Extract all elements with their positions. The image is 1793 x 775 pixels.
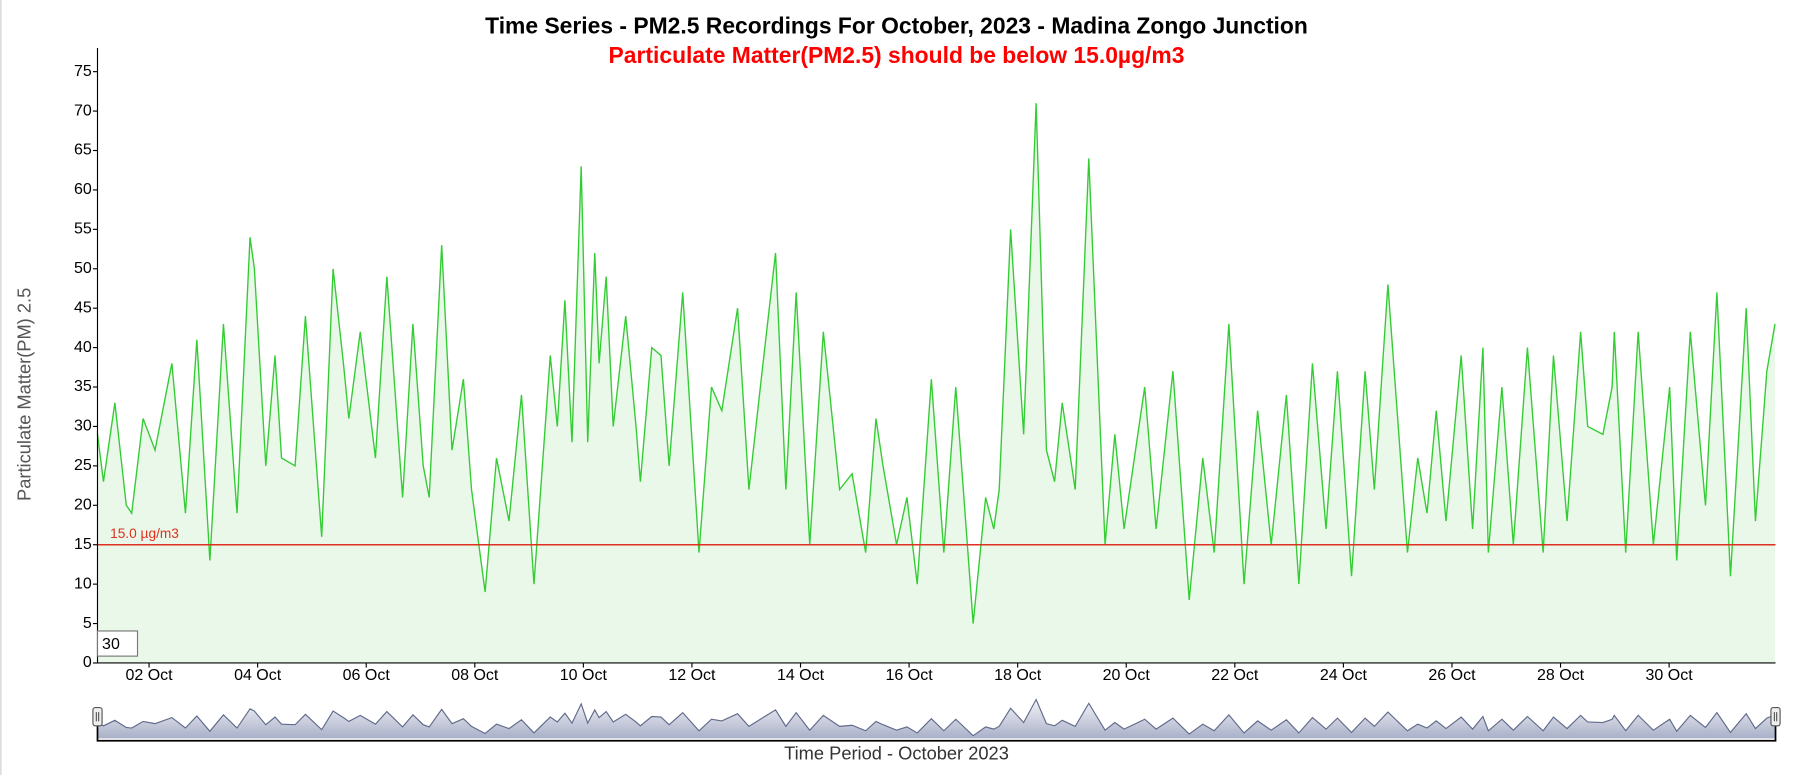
line (96, 103, 1776, 624)
y-tick-label: 75 (74, 63, 92, 80)
x-tick-label: 26 Oct (1428, 667, 1476, 684)
range-handle[interactable] (1770, 706, 1781, 727)
y-tick-label: 30 (74, 418, 92, 435)
y-tick-label: 25 (74, 457, 92, 474)
x-axis-label: Time Period - October 2023 (784, 742, 1009, 763)
range-selector-line (97, 698, 1776, 737)
x-tick-label: 14 Oct (777, 667, 825, 684)
y-tick-label: 60 (74, 181, 92, 198)
threshold-label: 15.0 µg/m3 (110, 526, 179, 541)
y-tick-label: 0 (83, 654, 92, 671)
x-tick-label: 28 Oct (1537, 667, 1585, 684)
chart-subtitle: Particulate Matter(PM2.5) should be belo… (609, 42, 1185, 68)
range-handle[interactable] (92, 706, 103, 727)
y-tick-label: 70 (74, 102, 92, 119)
x-tick-label: 06 Oct (343, 667, 391, 684)
y-tick-label: 40 (74, 339, 92, 356)
x-tick-label: 18 Oct (994, 667, 1042, 684)
range-selector-frame (96, 715, 1777, 742)
rolling-period-input[interactable] (96, 630, 139, 657)
y-axis-label: Particulate Matter(PM) 2.5 (13, 288, 34, 501)
rolling-period-value[interactable]: 30 (102, 636, 120, 653)
x-tick-label: 20 Oct (1103, 667, 1151, 684)
x-tick-label: 24 Oct (1320, 667, 1368, 684)
y-tick-label: 20 (74, 497, 92, 514)
y-tick-label: 55 (74, 221, 92, 238)
x-tick-label: 12 Oct (668, 667, 716, 684)
x-tick-label: 10 Oct (560, 667, 608, 684)
y-tick-label: 5 (83, 615, 92, 632)
chart-title: Time Series - PM2.5 Recordings For Octob… (485, 12, 1308, 38)
y-tick-label: 10 (74, 575, 92, 592)
y-tick-label: 65 (74, 142, 92, 159)
x-tick-label: 02 Oct (125, 667, 173, 684)
range-selector-area (97, 699, 1775, 739)
x-tick-label: 16 Oct (886, 667, 934, 684)
x-tick-label: 22 Oct (1211, 667, 1259, 684)
x-tick-label: 04 Oct (234, 667, 282, 684)
y-tick-label: 15 (74, 536, 92, 553)
y-tick-label: 35 (74, 378, 92, 395)
y-tick-label: 45 (74, 299, 92, 316)
y-tick-label: 50 (74, 260, 92, 277)
x-tick-label: 30 Oct (1646, 667, 1694, 684)
x-tick-label: 08 Oct (451, 667, 499, 684)
area-fill (97, 103, 1775, 663)
